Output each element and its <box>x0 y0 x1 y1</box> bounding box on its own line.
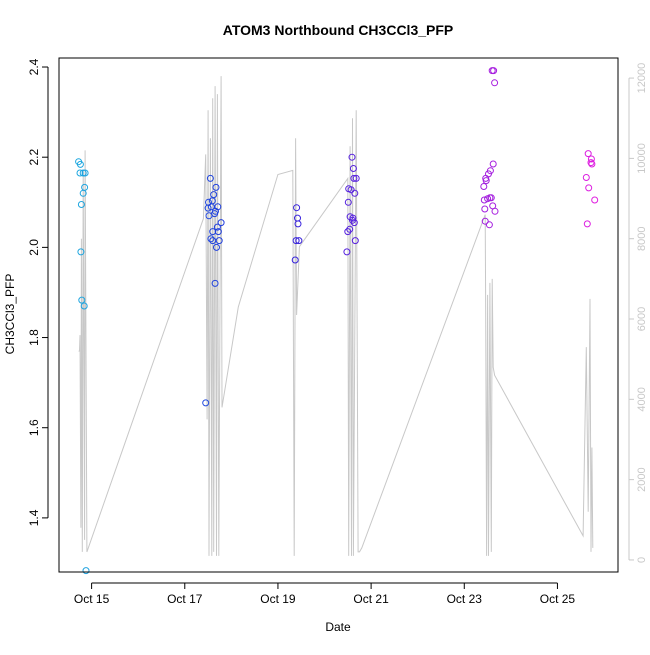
y2-tick-label: 8000 <box>636 226 648 250</box>
data-point <box>206 174 214 182</box>
data-point <box>292 237 300 245</box>
data-point <box>480 183 488 190</box>
y-tick-label: 2.4 <box>27 58 41 75</box>
data-point <box>346 225 354 233</box>
y2-tick-label: 2000 <box>636 467 648 491</box>
data-point <box>213 223 221 231</box>
data-point <box>491 207 499 215</box>
data-point <box>347 186 355 194</box>
data-point <box>351 189 359 197</box>
data-point <box>214 203 222 211</box>
y-tick-label: 2.2 <box>27 149 41 166</box>
y2-tick-label: 6000 <box>636 307 648 331</box>
data-point <box>583 220 591 228</box>
y-tick-label: 1.8 <box>27 329 41 346</box>
data-point <box>212 183 220 191</box>
data-point <box>481 205 489 213</box>
data-point <box>79 169 87 177</box>
data-point <box>213 243 220 251</box>
data-point <box>481 217 489 225</box>
x-axis-label: Date <box>325 620 351 634</box>
data-point <box>585 184 593 192</box>
altitude-line-layer <box>78 76 594 556</box>
data-point <box>208 197 216 205</box>
data-point <box>76 169 84 177</box>
data-point <box>352 174 360 182</box>
y-tick-label: 2.0 <box>27 239 41 256</box>
chart-title: ATOM3 Northbound CH3CCl3_PFP <box>223 22 454 38</box>
y2-tick-label: 12000 <box>636 63 648 94</box>
axes-layer: Oct 15 Oct 17 Oct 19 Oct 21 Oct 23 Oct 25 1.4 1… <box>27 57 648 606</box>
x-tick-label: Oct 19 <box>260 592 296 606</box>
y-tick-label: 1.6 <box>27 419 41 436</box>
data-point <box>344 228 352 236</box>
data-point <box>343 248 351 256</box>
data-point <box>291 256 299 264</box>
data-point <box>349 214 357 222</box>
data-point <box>82 567 90 575</box>
data-point <box>485 221 493 229</box>
x-tick-label: Oct 25 <box>540 592 576 606</box>
data-point <box>211 279 219 287</box>
x-tick-label: Oct 15 <box>74 592 110 606</box>
data-point <box>81 183 89 191</box>
data-point <box>81 169 89 177</box>
data-point <box>77 201 85 208</box>
data-point <box>587 155 595 163</box>
data-point <box>217 219 225 227</box>
data-point <box>482 177 490 185</box>
data-point <box>77 248 85 256</box>
data-point <box>349 165 357 172</box>
data-point <box>215 237 223 245</box>
y2-tick-label: 0 <box>636 557 648 563</box>
data-point <box>210 191 218 199</box>
data-point <box>587 159 595 167</box>
data-point <box>76 160 84 168</box>
data-point <box>487 194 495 202</box>
data-point <box>295 237 303 245</box>
points-layer <box>75 67 599 575</box>
data-point <box>348 153 356 161</box>
y-axis-label: CH3CCl3_PFP <box>3 274 17 355</box>
data-point <box>489 160 497 168</box>
x-tick-label: Oct 17 <box>167 592 203 606</box>
data-point <box>491 79 499 87</box>
y-tick-label: 1.4 <box>27 509 41 526</box>
data-point <box>486 167 494 175</box>
data-point <box>293 204 301 212</box>
altitude-series-line <box>78 76 594 556</box>
data-point <box>351 237 359 245</box>
data-point <box>78 296 86 304</box>
data-point <box>588 160 596 168</box>
x-tick-label: Oct 21 <box>353 592 389 606</box>
plot-frame <box>58 57 619 573</box>
data-point <box>344 198 352 206</box>
data-point <box>582 174 590 181</box>
data-point <box>350 219 358 227</box>
data-point <box>490 67 498 75</box>
data-point <box>591 196 599 204</box>
data-point <box>207 235 215 243</box>
y2-tick-label: 10000 <box>636 143 648 174</box>
data-point <box>584 150 592 158</box>
x-tick-label: Oct 23 <box>447 592 483 606</box>
y2-tick-label: 4000 <box>636 387 648 411</box>
data-point <box>214 228 222 236</box>
data-point <box>294 220 302 228</box>
data-point <box>350 174 358 182</box>
data-point <box>202 399 210 407</box>
data-point <box>80 302 88 310</box>
